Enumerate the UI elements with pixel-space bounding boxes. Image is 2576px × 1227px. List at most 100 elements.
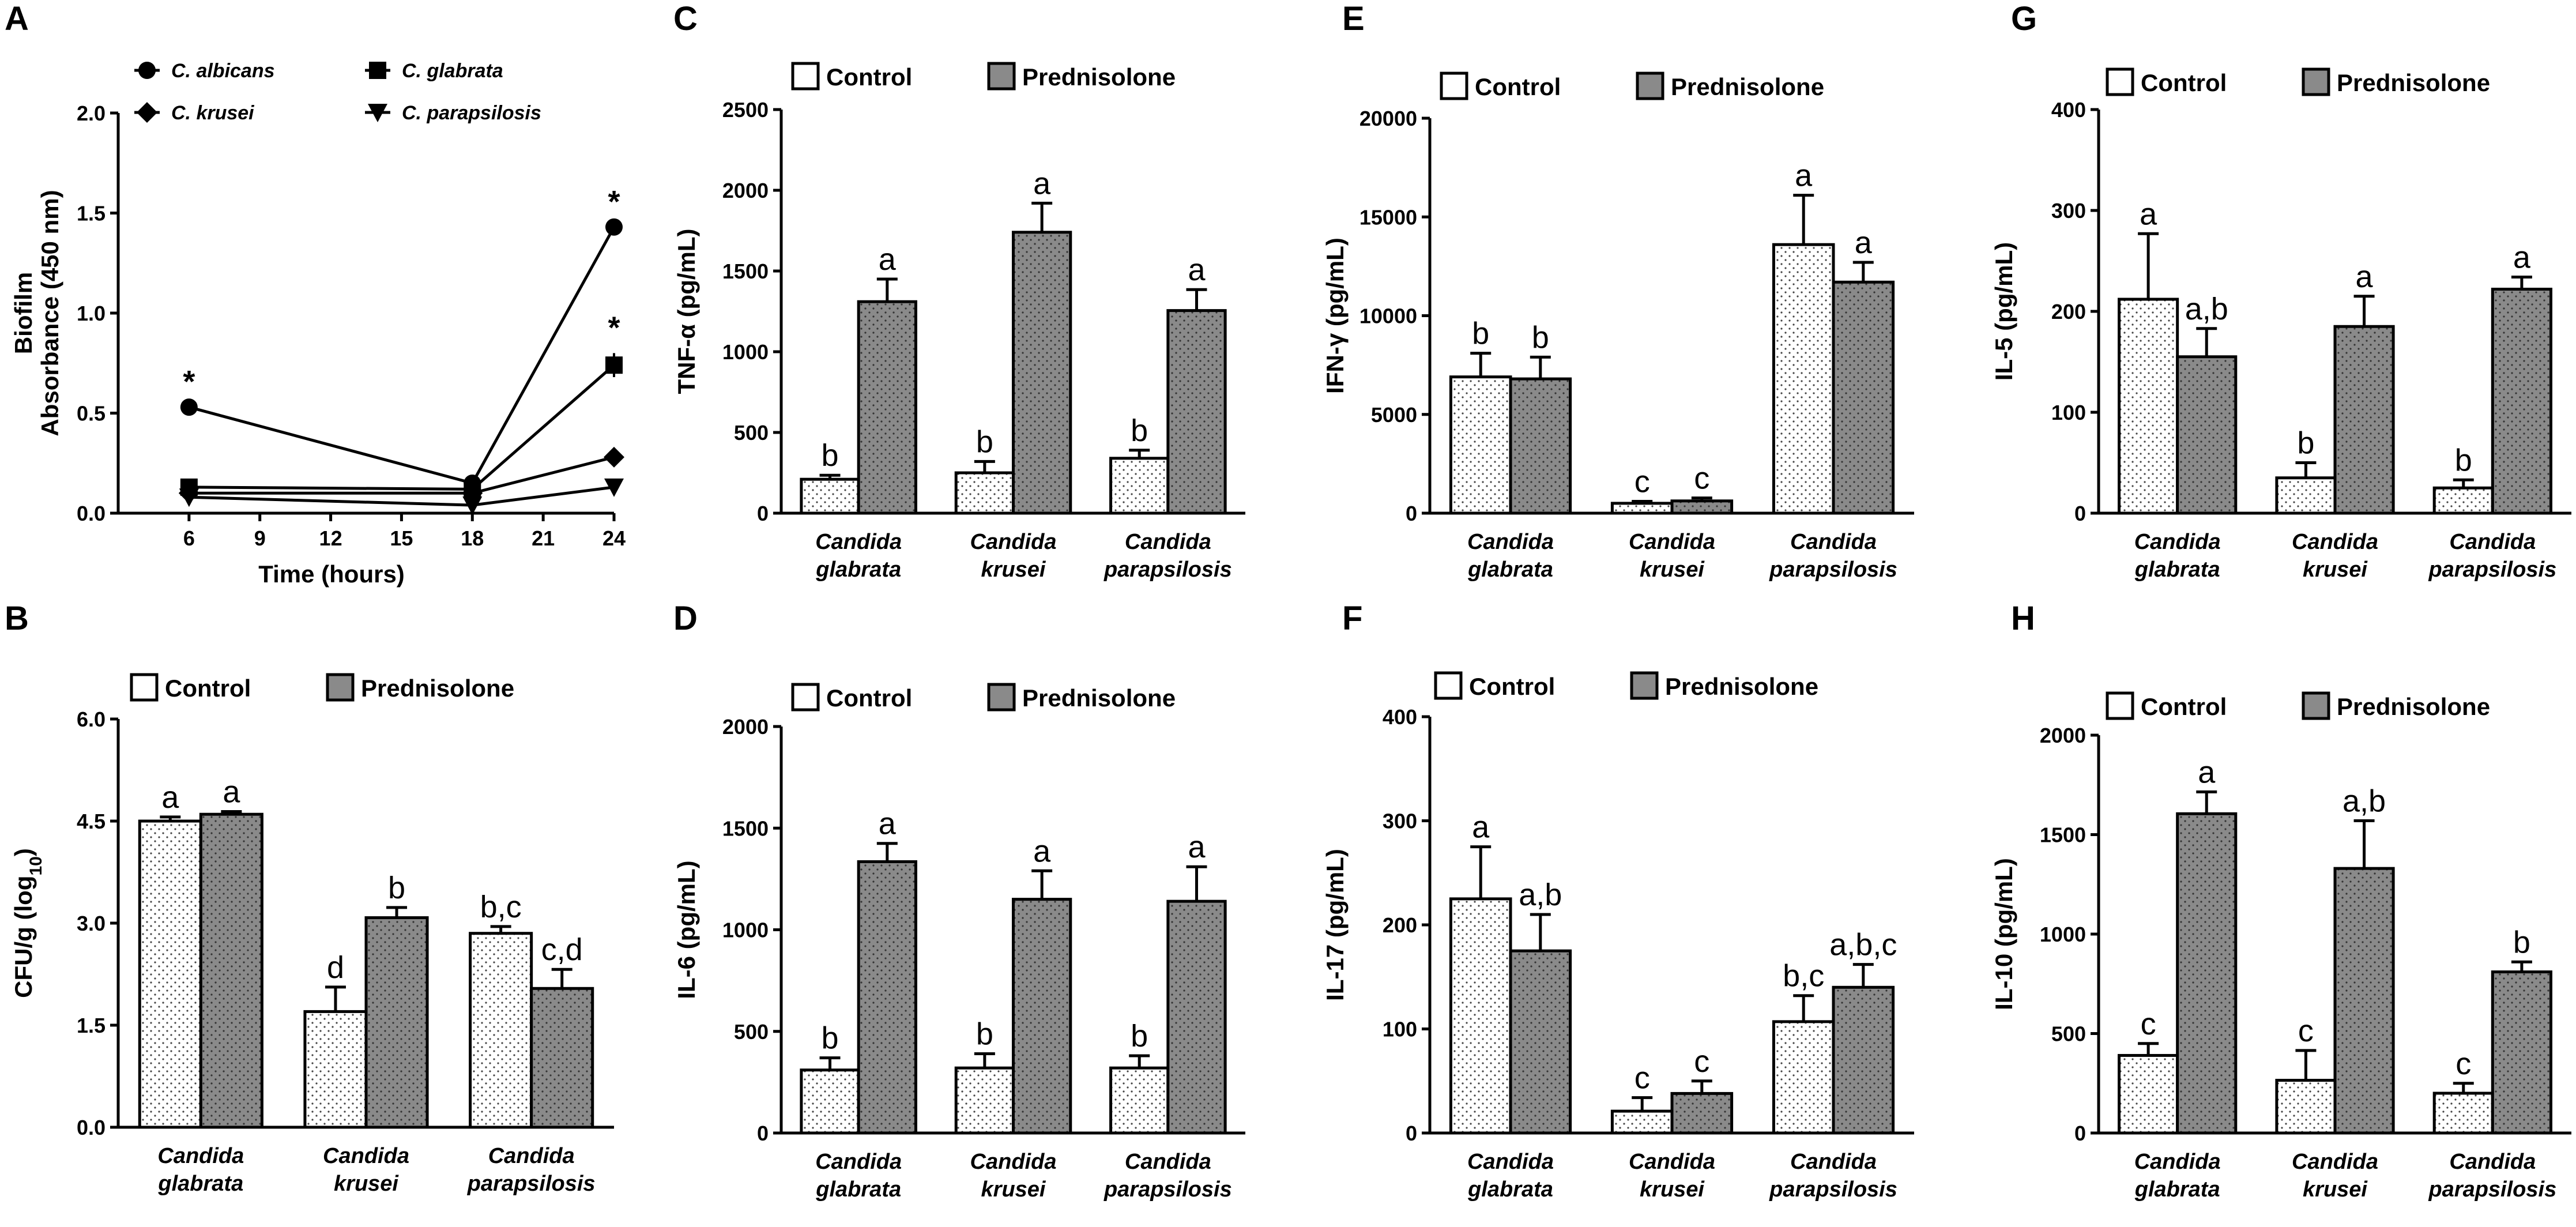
significance-label: b bbox=[1532, 320, 1549, 355]
legend-label: C. parapsilosis bbox=[402, 102, 541, 124]
marker-diamond bbox=[137, 102, 157, 123]
significance-label: a bbox=[2198, 755, 2216, 789]
y-tick-label: 0 bbox=[2074, 502, 2086, 525]
category-label-line2: krusei bbox=[1640, 558, 1705, 582]
y-axis-title-text: IL-10 (pg/mL) bbox=[1990, 858, 2017, 1010]
category-label-line1: Candida bbox=[1467, 530, 1554, 554]
y-tick-label: 400 bbox=[1383, 705, 1417, 729]
significance-label: c bbox=[2141, 1007, 2156, 1041]
panel-letter: H bbox=[2011, 600, 2035, 637]
bar-prednisolone bbox=[1832, 280, 1895, 515]
y-tick-label: 0.0 bbox=[77, 502, 106, 525]
bar-prednisolone bbox=[1670, 499, 1734, 515]
category-label-line2: krusei bbox=[2303, 558, 2368, 582]
x-tick-label: 21 bbox=[532, 526, 555, 550]
significance-label: b bbox=[1131, 413, 1148, 448]
y-axis-title: TNF-α (pg/mL) bbox=[673, 228, 700, 394]
marker-circle bbox=[180, 398, 198, 416]
category-label-line2: krusei bbox=[2303, 1177, 2368, 1202]
legend-swatch-control bbox=[791, 62, 820, 91]
significance-label: a bbox=[1855, 225, 1873, 260]
bar-prednisolone bbox=[364, 916, 429, 1129]
significance-label: c bbox=[1694, 1044, 1709, 1079]
category-label-line1: Candida bbox=[2292, 1150, 2378, 1174]
legend-label-prednisolone: Prednisolone bbox=[1671, 73, 1824, 100]
category-label-line1: Candida bbox=[815, 1150, 902, 1174]
y-tick-label: 400 bbox=[2051, 98, 2086, 122]
bar-prednisolone bbox=[1509, 949, 1572, 1135]
significance-label: b bbox=[2455, 443, 2472, 477]
panel-letter: C bbox=[673, 0, 698, 37]
significance-label: a,b bbox=[2185, 292, 2228, 326]
y-axis-title-text: IL-6 (pg/mL) bbox=[673, 860, 700, 999]
bar-prednisolone bbox=[1832, 985, 1895, 1135]
bar-prednisolone bbox=[199, 812, 263, 1129]
y-axis-title: CFU/g (log10) bbox=[10, 848, 46, 998]
y-axis-title-text: CFU/g (log bbox=[10, 876, 37, 998]
significance-label: c bbox=[1694, 461, 1709, 496]
y-tick-label: 2.0 bbox=[77, 101, 106, 125]
significance-label: b bbox=[976, 1017, 993, 1052]
y-axis-title: IL-6 (pg/mL) bbox=[673, 860, 700, 999]
significance-label: b,c bbox=[480, 890, 522, 924]
bar-control bbox=[2118, 1053, 2179, 1135]
y-tick-label: 2000 bbox=[2040, 724, 2086, 747]
category-label-line1: Candida bbox=[488, 1144, 575, 1168]
bar-control bbox=[469, 932, 533, 1129]
panel-b: B 0.0 1.5 3.0 4.5 6.0 CFU/g (log10) a a Candida gl… bbox=[5, 600, 614, 1196]
y-tick-label: 1500 bbox=[2040, 823, 2086, 847]
significance-star: * bbox=[608, 185, 620, 219]
y-axis-title-text: IL-5 (pg/mL) bbox=[1990, 242, 2017, 381]
bar-prednisolone bbox=[857, 300, 917, 515]
legend-swatch-prednisolone bbox=[987, 62, 1016, 91]
y-tick-label: 1000 bbox=[2040, 923, 2086, 946]
series-triangle bbox=[179, 478, 624, 515]
category-label-line2: glabrata bbox=[2134, 1177, 2220, 1202]
y-tick-label: 2500 bbox=[722, 98, 769, 122]
category-label-line2: parapsilosis bbox=[1104, 558, 1232, 582]
legend-label: C. krusei bbox=[171, 102, 255, 124]
significance-label: c bbox=[1635, 1061, 1650, 1096]
category-label-line1: Candida bbox=[2134, 530, 2221, 554]
legend-label-prednisolone: Prednisolone bbox=[2337, 693, 2490, 720]
marker-circle bbox=[138, 62, 156, 79]
category-label-line2: parapsilosis bbox=[1104, 1177, 1232, 1202]
y-tick-label: 2000 bbox=[722, 179, 769, 202]
legend-label-control: Control bbox=[1469, 673, 1555, 700]
category-label-line1: Candida bbox=[1125, 1150, 1211, 1174]
bar-prednisolone bbox=[1166, 309, 1227, 515]
y-tick-label: 500 bbox=[734, 1020, 769, 1044]
legend-label-control: Control bbox=[165, 675, 251, 702]
y-axis-title: Biofilm bbox=[10, 272, 37, 354]
bar-control bbox=[2275, 476, 2337, 515]
marker-square bbox=[369, 62, 386, 79]
significance-label: a bbox=[2513, 240, 2531, 275]
series-square bbox=[180, 353, 623, 498]
legend-label-prednisolone: Prednisolone bbox=[1022, 63, 1176, 91]
category-label-line2: krusei bbox=[1640, 1177, 1705, 1202]
y-tick-label: 5000 bbox=[1371, 403, 1417, 427]
y-tick-label: 0 bbox=[1406, 502, 1417, 525]
significance-label: a bbox=[1188, 830, 1206, 864]
marker-triangle bbox=[179, 488, 199, 507]
y-tick-label: 1000 bbox=[722, 340, 769, 364]
bar-prednisolone bbox=[857, 860, 917, 1135]
y-axis-title-text: IFN-γ (pg/mL) bbox=[1321, 238, 1349, 394]
x-tick-label: 9 bbox=[254, 526, 266, 550]
y-tick-label: 2000 bbox=[722, 715, 769, 739]
bar-control bbox=[1610, 502, 1674, 515]
bar-control bbox=[2432, 486, 2494, 515]
legend-swatch-prednisolone bbox=[987, 683, 1016, 712]
legend-label-prednisolone: Prednisolone bbox=[2337, 69, 2490, 96]
category-label-line1: Candida bbox=[1629, 1150, 1715, 1174]
legend-label-control: Control bbox=[826, 684, 912, 712]
bar-control bbox=[2275, 1079, 2337, 1135]
category-label-line1: Candida bbox=[2449, 1150, 2536, 1174]
legend-label-prednisolone: Prednisolone bbox=[1665, 673, 1818, 700]
bar-control bbox=[954, 1066, 1015, 1135]
legend-swatch-control bbox=[2106, 691, 2134, 720]
x-tick-label: 15 bbox=[390, 526, 413, 550]
category-label-line2: parapsilosis bbox=[1769, 558, 1897, 582]
category-label-line1: Candida bbox=[1790, 530, 1877, 554]
